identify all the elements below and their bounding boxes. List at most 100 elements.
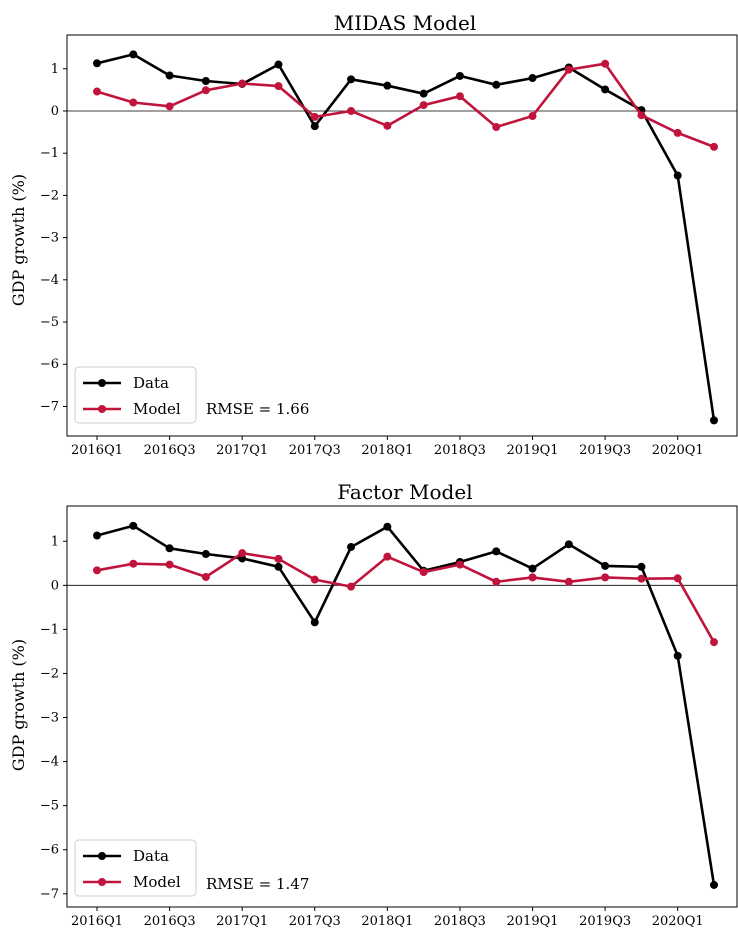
data-point-data	[673, 171, 682, 180]
x-tick-label: 2018Q1	[361, 443, 413, 458]
data-point-model	[310, 575, 319, 584]
series-line-model	[96, 62, 715, 149]
data-point-data	[93, 59, 101, 68]
data-point-data	[274, 562, 283, 571]
legend: Data Model	[74, 366, 197, 424]
data-point-model	[274, 554, 283, 563]
x-tick-label: 2017Q3	[289, 443, 341, 458]
legend: Data Model	[74, 839, 197, 897]
data-point-model	[383, 552, 392, 561]
data-point-model	[601, 59, 610, 68]
midas-model-panel: MIDAS Model GDP growth (%) RMSE = 1.66 1…	[9, 11, 738, 458]
data-point-model	[129, 98, 138, 107]
data-point-data	[564, 540, 573, 549]
data-point-model	[455, 560, 464, 569]
legend-label: Data	[133, 374, 169, 392]
data-point-data	[601, 85, 610, 94]
legend-label: Model	[133, 873, 181, 891]
x-tick-label: 2017Q1	[216, 443, 268, 458]
y-tick-label: −3	[40, 231, 59, 246]
chart-title: Factor Model	[337, 480, 472, 504]
data-point-data	[419, 89, 428, 98]
data-point-model	[492, 123, 501, 132]
x-tick-label: 2016Q1	[71, 443, 123, 458]
data-point-data	[492, 80, 501, 89]
legend-label: Data	[133, 847, 169, 865]
data-point-model	[383, 121, 392, 130]
data-point-data	[165, 71, 174, 80]
data-point-data	[710, 880, 718, 889]
y-tick-label: −6	[40, 357, 59, 372]
y-tick-label: −4	[40, 755, 59, 770]
data-point-model	[710, 638, 718, 647]
data-point-model	[274, 82, 283, 91]
x-tick-label: 2017Q3	[289, 914, 341, 929]
y-tick-label: −2	[40, 666, 59, 681]
data-point-model	[201, 86, 210, 95]
x-tick-label: 2020Q1	[652, 443, 704, 458]
data-point-model	[673, 128, 682, 137]
x-tick-label: 2016Q3	[144, 914, 196, 929]
y-axis-label: GDP growth (%)	[9, 174, 28, 306]
legend-label: Model	[133, 400, 181, 418]
legend-swatch-marker	[98, 878, 106, 886]
x-tick-label: 2019Q3	[579, 443, 631, 458]
data-point-model	[238, 79, 247, 88]
data-point-data	[129, 50, 138, 59]
data-point-data	[93, 531, 101, 540]
data-point-data	[274, 60, 283, 69]
data-point-data	[129, 521, 138, 530]
plot-frame	[66, 505, 738, 908]
data-point-data	[383, 81, 392, 90]
x-tick-label: 2019Q3	[579, 914, 631, 929]
data-point-model	[93, 566, 101, 575]
data-point-model	[637, 574, 646, 583]
x-tick-label: 2019Q1	[507, 914, 559, 929]
x-tick-label: 2019Q1	[507, 443, 559, 458]
y-tick-label: −1	[40, 146, 59, 161]
data-point-data	[310, 122, 319, 131]
y-tick-label: −6	[40, 843, 59, 858]
x-tick-label: 2020Q1	[652, 914, 704, 929]
chart-title: MIDAS Model	[334, 11, 476, 35]
data-point-data	[710, 416, 718, 425]
data-point-model	[165, 560, 174, 569]
series-line-data	[96, 524, 716, 886]
data-point-data	[528, 564, 537, 573]
data-point-model	[564, 577, 573, 586]
data-point-model	[165, 102, 174, 111]
y-tick-label: 1	[51, 62, 59, 77]
y-tick-label: −2	[40, 188, 59, 203]
x-tick-label: 2017Q1	[216, 914, 268, 929]
data-point-model	[201, 572, 210, 581]
x-tick-label: 2016Q1	[71, 914, 123, 929]
series-line-data	[96, 53, 716, 421]
data-point-data	[601, 561, 610, 570]
x-tick-label: 2018Q3	[434, 443, 486, 458]
x-tick-label: 2018Q1	[361, 914, 413, 929]
y-tick-label: −7	[40, 887, 59, 902]
legend-swatch-marker	[98, 379, 106, 387]
legend-swatch-marker	[98, 405, 106, 413]
data-point-model	[455, 92, 464, 101]
data-point-data	[383, 522, 392, 531]
data-point-data	[347, 75, 356, 84]
data-point-model	[601, 573, 610, 582]
y-axis-label: GDP growth (%)	[9, 639, 28, 771]
data-point-model	[637, 111, 646, 120]
y-tick-label: −7	[40, 399, 59, 414]
y-tick-label: −5	[40, 315, 59, 330]
data-point-model	[238, 549, 247, 558]
plot-frame	[66, 34, 738, 437]
y-tick-label: −4	[40, 273, 59, 288]
data-point-data	[201, 550, 210, 559]
data-point-model	[710, 142, 718, 151]
series-line-model	[96, 551, 716, 643]
rmse-annotation: RMSE = 1.47	[206, 875, 309, 893]
data-point-model	[419, 101, 428, 110]
data-point-data	[492, 547, 501, 556]
data-point-model	[673, 574, 682, 583]
data-point-data	[310, 618, 319, 627]
